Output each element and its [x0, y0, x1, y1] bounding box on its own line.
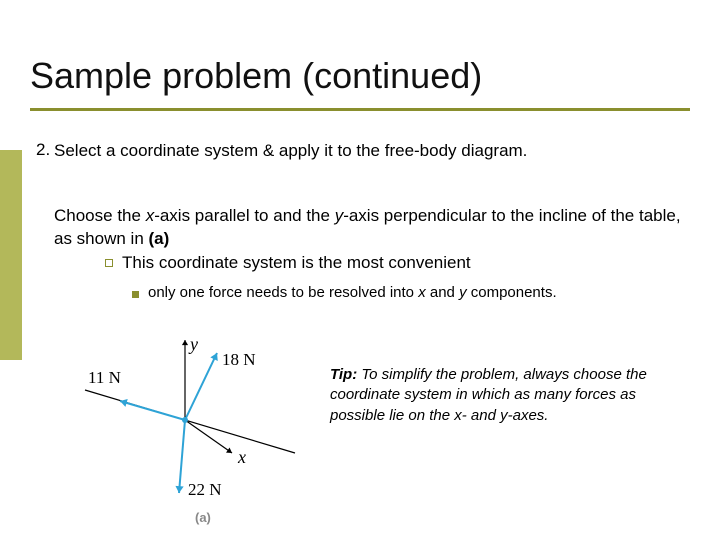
bullet2-text: only one force needs to be resolved into…	[148, 283, 678, 303]
step-text: Select a coordinate system & apply it to…	[54, 140, 654, 163]
choose-axes-text: Choose the x-axis parallel to and the y-…	[54, 205, 684, 251]
svg-text:x: x	[237, 447, 246, 467]
title-underline	[30, 108, 690, 111]
left-accent-bar	[0, 150, 22, 360]
svg-text:11 N: 11 N	[88, 368, 121, 387]
svg-text:y: y	[188, 335, 198, 354]
tip-text: Tip: To simplify the problem, always cho…	[330, 365, 685, 426]
slide-title: Sample problem (continued)	[30, 55, 482, 97]
step-number: 2.	[36, 140, 50, 160]
free-body-diagram: y x 11 N 18 N 22 N	[80, 335, 300, 510]
svg-text:18 N: 18 N	[222, 350, 256, 369]
bullet-outline-icon	[105, 259, 113, 267]
bullet-filled-icon	[132, 291, 139, 298]
figure-caption: (a)	[195, 510, 211, 525]
bullet1-text: This coordinate system is the most conve…	[122, 252, 682, 275]
svg-text:22 N: 22 N	[188, 480, 222, 499]
